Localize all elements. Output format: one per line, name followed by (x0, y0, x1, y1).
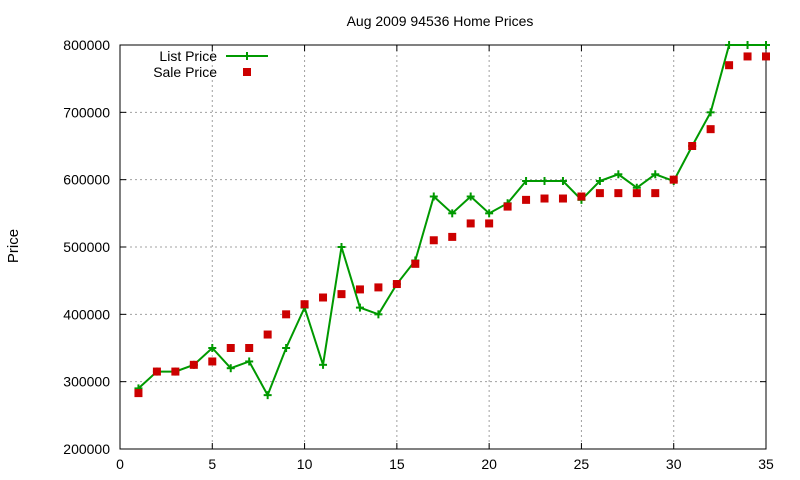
sale-price-point (411, 259, 420, 268)
list-price-point (319, 360, 328, 369)
sale-price-point (614, 189, 623, 198)
sale-price-point (448, 232, 457, 241)
plot-area (134, 41, 770, 400)
sale-price-point (669, 175, 678, 184)
list-price-point (429, 192, 438, 201)
chart-title: Aug 2009 94536 Home Prices (347, 13, 534, 29)
x-tick-label: 0 (116, 456, 124, 472)
plot-border (119, 44, 767, 450)
x-tick-label: 15 (389, 456, 405, 472)
sale-price-point (208, 357, 217, 366)
sale-price-point (522, 195, 531, 204)
list-price-point (282, 344, 291, 352)
sale-price-point (134, 389, 143, 398)
y-tick-label: 700000 (63, 104, 110, 120)
y-tick-label: 600000 (63, 172, 110, 188)
sale-price-point (300, 300, 309, 309)
list-price-point (355, 303, 364, 312)
list-price-point (762, 41, 770, 49)
list-price-point (263, 391, 272, 400)
list-price-point (595, 177, 604, 186)
sale-price-point (319, 293, 328, 302)
y-tick-label: 200000 (63, 441, 110, 457)
axes: 0 5 10 15 20 25 30 35 200000 300000 400000 500000 60… (63, 37, 774, 472)
sale-price-point (226, 344, 235, 352)
y-tick-label: 300000 (63, 374, 110, 390)
sale-price-point (651, 189, 660, 198)
sale-price-point (503, 202, 512, 211)
list-price-point (540, 177, 549, 186)
sale-price-point (558, 194, 567, 203)
list-price-point (558, 177, 567, 186)
grid (120, 45, 766, 449)
legend: List Price Sale Price (153, 48, 268, 80)
sale-price-point (577, 192, 586, 201)
sale-price-point (355, 285, 364, 294)
legend-swatch-list-price (226, 52, 268, 60)
list-price-point (651, 170, 660, 179)
sale-price-point (540, 194, 549, 203)
sale-price-point (392, 280, 401, 289)
y-tick-label: 500000 (63, 239, 110, 255)
list-price-point (245, 357, 254, 366)
y-tick-label: 400000 (63, 306, 110, 322)
x-tick-label: 25 (574, 456, 590, 472)
y-axis-label: Price (5, 229, 22, 263)
list-price-point (614, 170, 623, 179)
list-price-point (522, 177, 531, 186)
list-price-point (448, 209, 457, 218)
legend-swatch-sale-price (243, 68, 251, 76)
sale-price-point (189, 360, 198, 369)
x-tick-label: 10 (297, 456, 313, 472)
sale-price-point (725, 61, 734, 70)
sale-price-point (485, 219, 494, 228)
sale-price-point (632, 189, 641, 198)
sale-price-point (245, 344, 254, 352)
list-price-point (208, 344, 217, 352)
list-price-point (226, 364, 235, 373)
list-price-point (337, 243, 346, 251)
sale-price-point (743, 52, 752, 61)
legend-label-sale-price: Sale Price (153, 64, 217, 80)
list-price-point (485, 209, 494, 218)
x-tick-label: 30 (666, 456, 682, 472)
sale-price-point (762, 52, 770, 61)
sale-price-point (263, 330, 272, 339)
sale-price-point (152, 367, 161, 376)
list-price-point (725, 41, 734, 49)
sale-price-point (429, 236, 438, 245)
sale-price-point (171, 367, 180, 376)
sale-price-point (337, 290, 346, 299)
list-price-point (743, 41, 752, 49)
legend-square (243, 68, 251, 76)
x-tick-label: 5 (208, 456, 216, 472)
list-price-point (706, 108, 715, 117)
y-tick-label: 800000 (63, 37, 110, 53)
x-tick-label: 20 (481, 456, 497, 472)
sale-price-point (706, 125, 715, 134)
x-tick-label: 35 (758, 456, 774, 472)
list-price-point (466, 192, 475, 201)
sale-price-point (595, 189, 604, 198)
sale-price-point (466, 219, 475, 228)
list-price-point (374, 310, 383, 319)
series-line-list-price (137, 44, 766, 398)
sale-price-point (282, 310, 291, 319)
sale-price-point (374, 283, 383, 292)
sale-price-point (688, 142, 697, 150)
legend-label-list-price: List Price (159, 48, 217, 64)
